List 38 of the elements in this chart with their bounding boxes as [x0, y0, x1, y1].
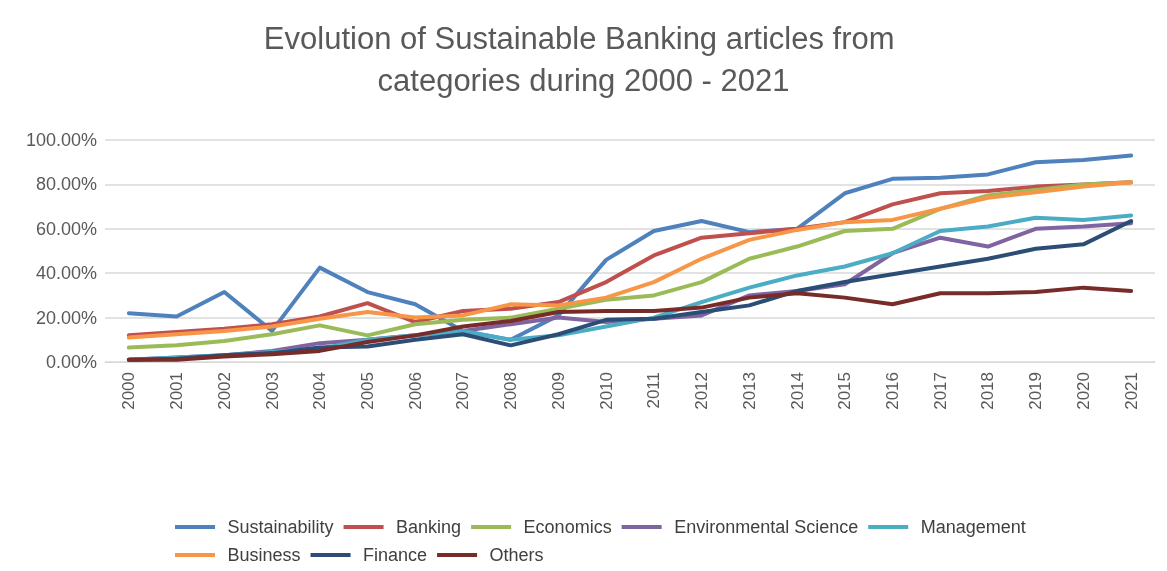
- x-tick-label: 2018: [978, 372, 998, 410]
- y-tick-label: 40.00%: [35, 263, 97, 284]
- x-tick-label: 2013: [739, 372, 759, 410]
- y-tick-label: 80.00%: [35, 174, 97, 195]
- legend-label: Banking: [396, 517, 462, 537]
- legend-label: Environmental Science: [674, 517, 859, 537]
- legend-label: Others: [489, 545, 544, 565]
- legend-label: Finance: [363, 545, 428, 565]
- x-tick-label: 2017: [930, 372, 950, 410]
- y-tick-label: 100.00%: [25, 130, 97, 150]
- x-tick-label: 2015: [835, 372, 855, 410]
- x-tick-label: 2008: [501, 372, 521, 410]
- x-tick-label: 2003: [262, 372, 282, 410]
- x-tick-label: 2007: [453, 372, 473, 410]
- x-tick-label: 2004: [310, 372, 330, 410]
- y-tick-label: 0.00%: [45, 352, 97, 372]
- x-tick-label: 2009: [548, 372, 568, 410]
- legend-label: Management: [920, 517, 1026, 537]
- x-tick-label: 2002: [214, 372, 234, 410]
- y-tick-label: 60.00%: [35, 218, 97, 239]
- x-tick-label: 2001: [167, 372, 187, 410]
- legend-label: Sustainability: [227, 517, 334, 537]
- legend-label: Economics: [523, 517, 612, 537]
- x-tick-label: 2020: [1073, 372, 1093, 410]
- line-series: [126, 285, 1134, 362]
- chart-title: Evolution of Sustainable Banking articles from categories during 2000 - 2021: [263, 20, 904, 98]
- y-tick-label: 20.00%: [35, 307, 97, 328]
- x-tick-label: 2019: [1026, 372, 1046, 410]
- x-tick-label: 2014: [787, 372, 807, 410]
- x-tick-label: 2006: [405, 372, 425, 410]
- x-tick-label: 2021: [1121, 372, 1141, 410]
- x-tick-label: 2012: [692, 372, 712, 410]
- x-tick-label: 2000: [119, 372, 139, 410]
- legend-label: Business: [227, 545, 301, 565]
- x-tick-label: 2011: [644, 372, 664, 409]
- x-tick-label: 2010: [596, 372, 616, 410]
- x-tick-label: 2016: [883, 372, 902, 410]
- x-tick-label: 2005: [358, 372, 377, 410]
